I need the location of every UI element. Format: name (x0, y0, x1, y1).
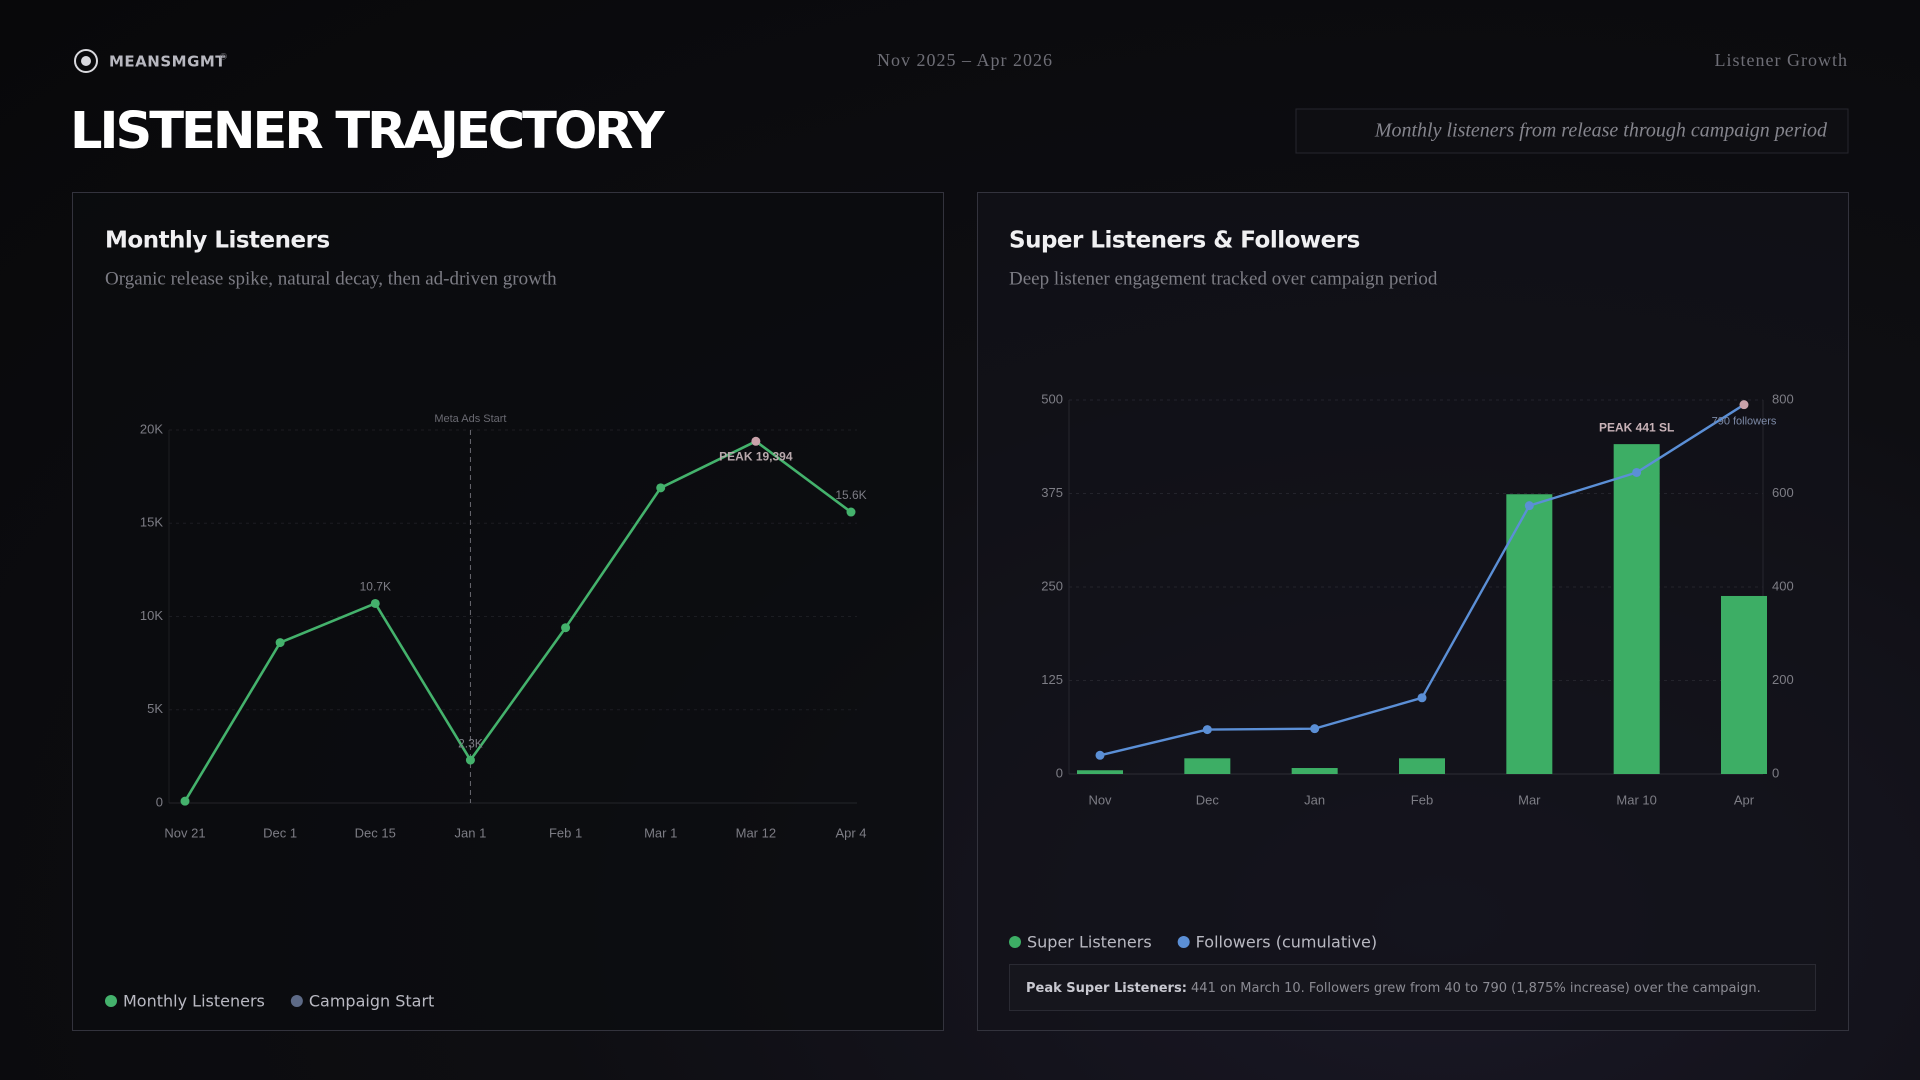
point (656, 483, 666, 493)
point (275, 638, 285, 648)
bar (1506, 494, 1553, 774)
x-tick-label: Mar (1518, 792, 1541, 807)
data-label: 790 followers (1712, 416, 1777, 428)
x-tick-label: Jan 1 (455, 825, 487, 840)
y-tick-label: 0 (156, 794, 163, 809)
note: Peak Super Listeners: 441 on March 10. F… (1026, 981, 1761, 996)
logo (74, 49, 98, 73)
x-tick-label: Mar 10 (1616, 792, 1656, 807)
legend-label: Followers (cumulative) (1196, 933, 1377, 952)
y-tick-label: 250 (1041, 578, 1063, 593)
y-tick-label: 15K (140, 515, 163, 530)
y2-tick-label: 800 (1772, 391, 1794, 406)
y-tick-label: 375 (1041, 485, 1063, 500)
x-tick-label: Nov 21 (164, 825, 205, 840)
x-tick-label: Dec 15 (355, 825, 396, 840)
point (751, 436, 761, 446)
x-tick-label: Mar 12 (736, 825, 776, 840)
chart-title: Monthly Listeners (105, 228, 330, 254)
panel (977, 192, 1849, 1031)
legend-label: Monthly Listeners (123, 992, 265, 1011)
note-box (1009, 964, 1816, 1011)
point (1202, 725, 1212, 735)
y2-tick-label: 400 (1772, 578, 1794, 593)
note-label: Peak Super Listeners: (1026, 981, 1187, 996)
x-tick-label: Feb (1411, 792, 1433, 807)
x-tick-label: Jan (1304, 792, 1325, 807)
y2-tick-label: 200 (1772, 672, 1794, 687)
page-subtitle: Monthly listeners from release through c… (1374, 120, 1828, 142)
y-tick-label: 500 (1041, 391, 1063, 406)
legend-label: Campaign Start (309, 992, 434, 1011)
page-title: LISTENER TRAJECTORY (70, 102, 666, 161)
y2-tick-label: 600 (1772, 485, 1794, 500)
bar (1077, 770, 1123, 774)
x-tick-label: Apr (1734, 792, 1755, 807)
bar (1721, 595, 1767, 774)
brand: MEANSMGMT (109, 53, 226, 71)
chart-title: Super Listeners & Followers (1009, 228, 1360, 254)
x-tick-label: Apr 4 (835, 825, 866, 840)
legend-swatch (1009, 936, 1021, 948)
y-tick-label: 20K (140, 421, 163, 436)
point (180, 796, 190, 806)
data-label: 10.7K (360, 580, 391, 594)
point (370, 598, 380, 608)
section: Listener Growth (1715, 50, 1848, 70)
point (1310, 724, 1320, 734)
x-tick-label: Dec 1 (263, 825, 297, 840)
bar (1399, 758, 1445, 774)
x-tick-label: Feb 1 (549, 825, 582, 840)
brand-mark: ® (219, 53, 228, 63)
legend-label: Super Listeners (1027, 933, 1152, 952)
subtitle-box (1295, 108, 1849, 154)
point (465, 755, 475, 765)
point (1417, 693, 1427, 703)
y-tick-label: 0 (1056, 765, 1063, 780)
bar (1291, 768, 1338, 774)
point (561, 623, 571, 633)
panel (72, 192, 944, 1031)
note-text: 441 on March 10. Followers grew from 40 … (1187, 981, 1761, 996)
bar (1184, 758, 1231, 774)
bar (1613, 444, 1660, 774)
y2-tick-label: 0 (1772, 765, 1779, 780)
y-tick-label: 125 (1041, 672, 1063, 687)
y-tick-label: 5K (147, 701, 163, 716)
point (1739, 400, 1749, 410)
point (846, 507, 856, 517)
data-label: 15.6K (835, 488, 866, 502)
x-tick-label: Mar 1 (644, 825, 677, 840)
legend-swatch (290, 995, 303, 1007)
point (1524, 501, 1534, 511)
data-label: PEAK 19,394 (719, 449, 793, 463)
legend-swatch (105, 995, 117, 1007)
period: Nov 2025 – Apr 2026 (877, 50, 1053, 70)
annotation-label: Meta Ads Start (434, 413, 506, 425)
chart-subtitle: Deep listener engagement tracked over ca… (1009, 268, 1438, 289)
data-label: 2.3K (458, 736, 483, 750)
x-tick-label: Dec (1196, 792, 1220, 807)
legend-swatch (1177, 936, 1190, 948)
point (1095, 750, 1105, 760)
chart-subtitle: Organic release spike, natural decay, th… (105, 268, 557, 289)
point (1632, 467, 1642, 477)
charts: Monthly Listeners Organic release spike, … (105, 228, 1816, 1011)
x-tick-label: Nov (1088, 792, 1112, 807)
series-line (183, 440, 852, 802)
y-tick-label: 10K (140, 608, 163, 623)
data-label: PEAK 441 SL (1599, 420, 1674, 434)
